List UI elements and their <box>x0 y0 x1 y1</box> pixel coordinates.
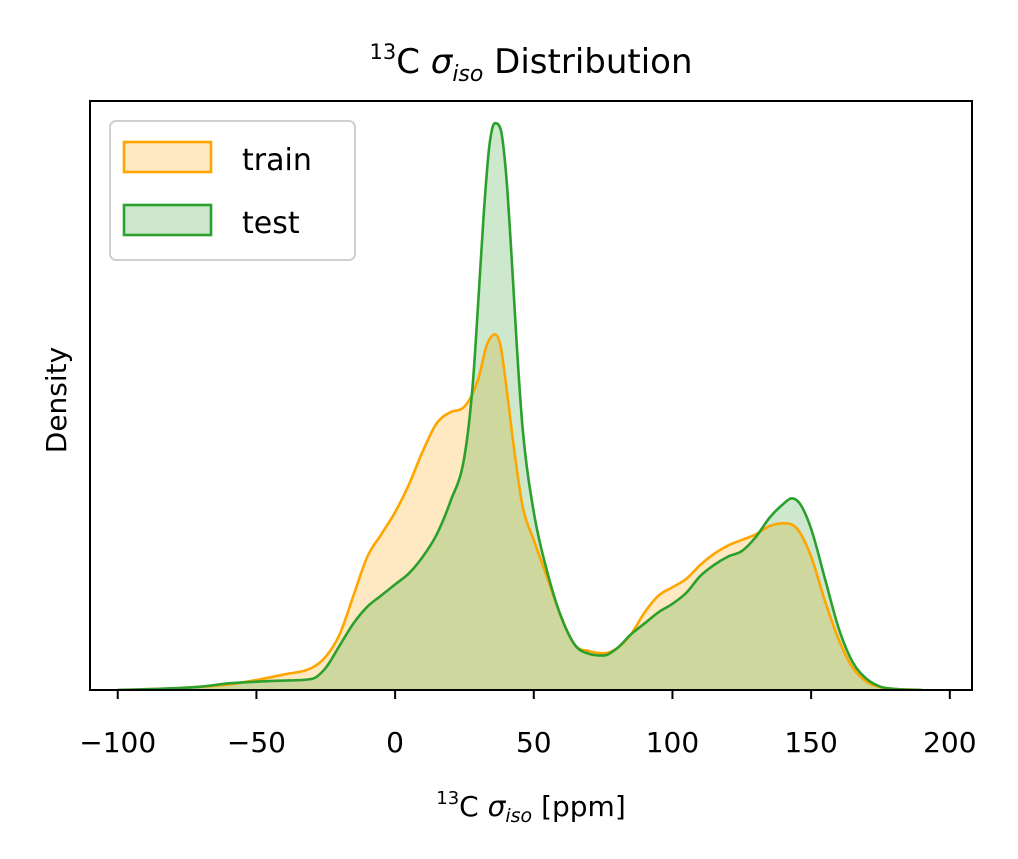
legend: train test <box>109 120 356 261</box>
x-tick-label: 150 <box>784 726 837 759</box>
series-layer <box>117 121 923 690</box>
x-tick-label: −50 <box>227 726 286 759</box>
chart-title: 13C σiso Distribution <box>369 40 692 87</box>
legend-swatch-test <box>122 203 213 237</box>
legend-swatch-train <box>122 140 213 174</box>
legend-box <box>109 120 356 261</box>
plot-frame <box>89 100 973 691</box>
legend-label-test: test <box>242 206 300 241</box>
y-axis-title: Density <box>40 347 73 453</box>
series-area-train <box>117 334 923 690</box>
x-tick-label: 200 <box>923 726 976 759</box>
x-tick-label: 100 <box>646 726 699 759</box>
x-tick-label: −100 <box>79 726 156 759</box>
x-axis-title: 13C σiso [ppm] <box>436 788 626 827</box>
x-tick-label: 0 <box>386 726 404 759</box>
x-axis-ticks: −100 −50 0 50 100 150 200 <box>79 690 977 759</box>
series-line-test <box>117 121 923 690</box>
legend-label-train: train <box>242 143 312 178</box>
x-tick-label: 50 <box>516 726 552 759</box>
